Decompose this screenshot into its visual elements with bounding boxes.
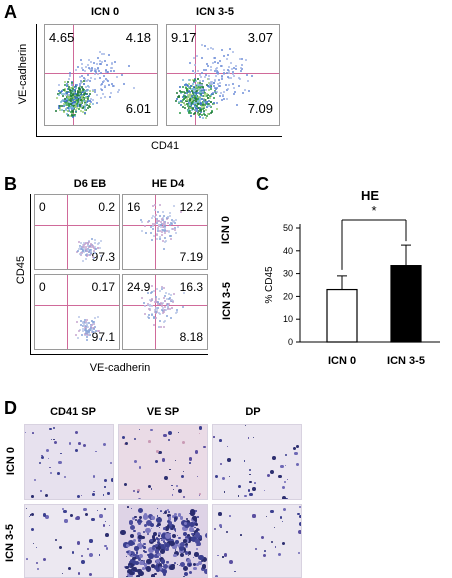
- micrograph-cd41sp-icn0: [24, 424, 114, 500]
- y-tick-label: 30: [283, 269, 293, 279]
- quadrant-lr-value: 7.09: [247, 101, 273, 116]
- facs-plot-d6eb-icn35: 0 0.17 97.1: [34, 274, 120, 350]
- y-tick-label: 40: [283, 246, 293, 256]
- panel-d-letter: D: [4, 398, 17, 418]
- micrograph-vesp-icn0: [118, 424, 208, 500]
- y-tick-label: 0: [288, 337, 293, 347]
- bar-icn35: [390, 265, 422, 343]
- bar-icn0: [326, 288, 358, 343]
- panel-a-xlabel: CD41: [150, 140, 180, 152]
- quadrant-ur-value: 3.07: [247, 30, 273, 45]
- chart-title: HE: [361, 188, 379, 203]
- panel-d-col-title-dp: DP: [245, 406, 261, 418]
- panel-a-ylabel: VE-cadherin: [17, 43, 29, 105]
- quadrant-lr-value: 7.19: [179, 250, 203, 264]
- quadrant-ur-value: 4.18: [125, 30, 151, 45]
- y-tick-label: 50: [283, 223, 293, 233]
- quadrant-lr-value: 6.01: [125, 101, 151, 116]
- quadrant-ul-value: 9.17: [171, 30, 197, 45]
- panel-a-letter: A: [4, 2, 17, 22]
- facs-plot-icn35: 9.17 3.07 7.09: [166, 24, 280, 126]
- quadrant-lr-value: 97.3: [91, 250, 115, 264]
- x-category-label: ICN 0: [328, 355, 356, 367]
- panel-b-row-label-icn35: ICN 3-5: [221, 282, 233, 320]
- panel-b-y-axis: [30, 194, 31, 354]
- quadrant-ul-value: 0: [39, 280, 46, 294]
- facs-plot-d6eb-icn0: 0 0.2 97.3: [34, 194, 120, 270]
- quadrant-ur-value: 16.3: [179, 280, 203, 294]
- micrograph-dp-icn0: [212, 424, 302, 500]
- facs-plot-hed4-icn0: 16 12.2 7.19: [122, 194, 208, 270]
- panel-c-letter: C: [256, 174, 269, 194]
- panel-b-col-title-hed4: HE D4: [151, 178, 185, 190]
- y-tick-label: 10: [283, 314, 293, 324]
- y-tick-label: 20: [283, 291, 293, 301]
- panel-d-row-label-icn35: ICN 3-5: [4, 524, 16, 562]
- panel-d-col-title-vesp: VE SP: [146, 406, 180, 418]
- panel-a-y-axis: [36, 24, 37, 136]
- quadrant-lr-value: 8.18: [179, 330, 203, 344]
- quadrant-ul-value: 16: [127, 200, 141, 214]
- micrograph-cd41sp-icn35: [24, 504, 114, 578]
- quadrant-ur-value: 0.2: [98, 200, 115, 214]
- x-category-label: ICN 3-5: [387, 355, 425, 367]
- quadrant-ur-value: 12.2: [179, 200, 203, 214]
- facs-plot-hed4-icn35: 24.9 16.3 8.18: [122, 274, 208, 350]
- quadrant-ul-value: 24.9: [127, 280, 151, 294]
- panel-a-title-icn35: ICN 3-5: [196, 6, 234, 18]
- panel-d-row-label-icn0: ICN 0: [5, 446, 17, 476]
- micrograph-dp-icn35: [212, 504, 302, 578]
- panel-d-col-title-cd41sp: CD41 SP: [50, 406, 96, 418]
- quadrant-ur-value: 0.17: [91, 280, 115, 294]
- quadrant-lr-value: 97.1: [91, 330, 115, 344]
- significance-marker: *: [371, 203, 376, 218]
- panel-a-title-icn0: ICN 0: [90, 6, 120, 18]
- panel-b-letter: B: [4, 174, 17, 194]
- chart-y-label: % CD45: [264, 266, 275, 304]
- panel-b-row-label-icn0: ICN 0: [220, 215, 232, 245]
- panel-b-xlabel: VE-cadherin: [89, 362, 151, 374]
- panel-a-x-axis: [36, 136, 282, 137]
- micrograph-vesp-icn35: [118, 504, 208, 578]
- panel-b-ylabel: CD45: [15, 255, 27, 285]
- quadrant-ul-value: 4.65: [49, 30, 75, 45]
- panel-b-col-title-d6eb: D6 EB: [73, 178, 107, 190]
- panel-b-x-axis: [30, 354, 208, 355]
- quadrant-ul-value: 0: [39, 200, 46, 214]
- facs-plot-icn0: 4.65 4.18 6.01: [44, 24, 158, 126]
- bar-chart-he: HE 0 10 20 30 40 50 % CD45 ICN 0 ICN 3-5 *: [264, 188, 440, 367]
